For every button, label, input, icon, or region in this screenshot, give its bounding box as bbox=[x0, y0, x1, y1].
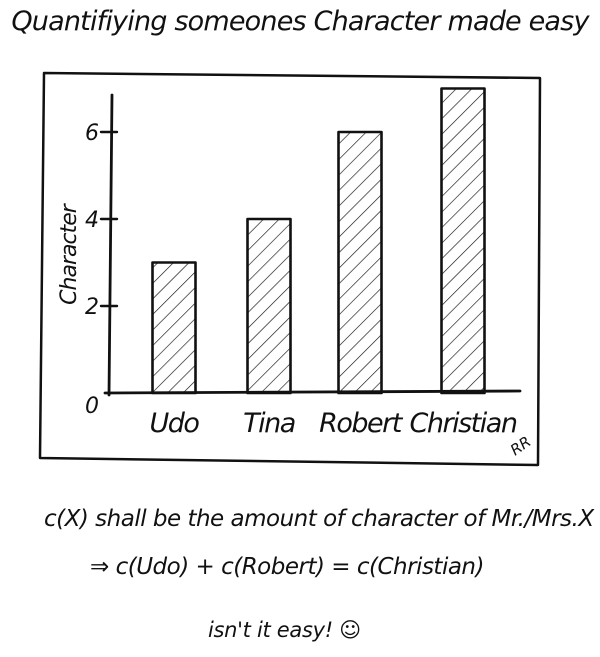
bar-christian bbox=[440, 87, 486, 395]
remark-text: isn't it easy! ☺ bbox=[208, 618, 361, 642]
y-axis bbox=[107, 93, 114, 397]
x-tick-label-robert: Robert bbox=[319, 408, 404, 439]
x-tick-label-christian: Christian bbox=[410, 408, 517, 439]
y-tick-label-2: 2 bbox=[85, 295, 99, 320]
chart-frame bbox=[38, 71, 542, 467]
x-axis bbox=[103, 389, 522, 395]
definition-text: c(X) shall be the amount of character of… bbox=[44, 506, 594, 532]
chart-title: Quantifiying someones Character made eas… bbox=[11, 6, 589, 37]
bar-tina bbox=[246, 217, 292, 395]
y-tick-label-0: 0 bbox=[85, 394, 99, 419]
x-tick-label-tina: Tina bbox=[243, 408, 295, 439]
y-tick-label-4: 4 bbox=[85, 208, 99, 233]
equation-text: ⇒ c(Udo) + c(Robert) = c(Christian) bbox=[90, 554, 484, 580]
x-tick-label-udo: Udo bbox=[150, 408, 200, 439]
bar-udo bbox=[151, 261, 197, 395]
y-axis-label: Character bbox=[57, 202, 82, 305]
bar-robert bbox=[337, 130, 383, 395]
y-tick-label-6: 6 bbox=[85, 121, 99, 146]
